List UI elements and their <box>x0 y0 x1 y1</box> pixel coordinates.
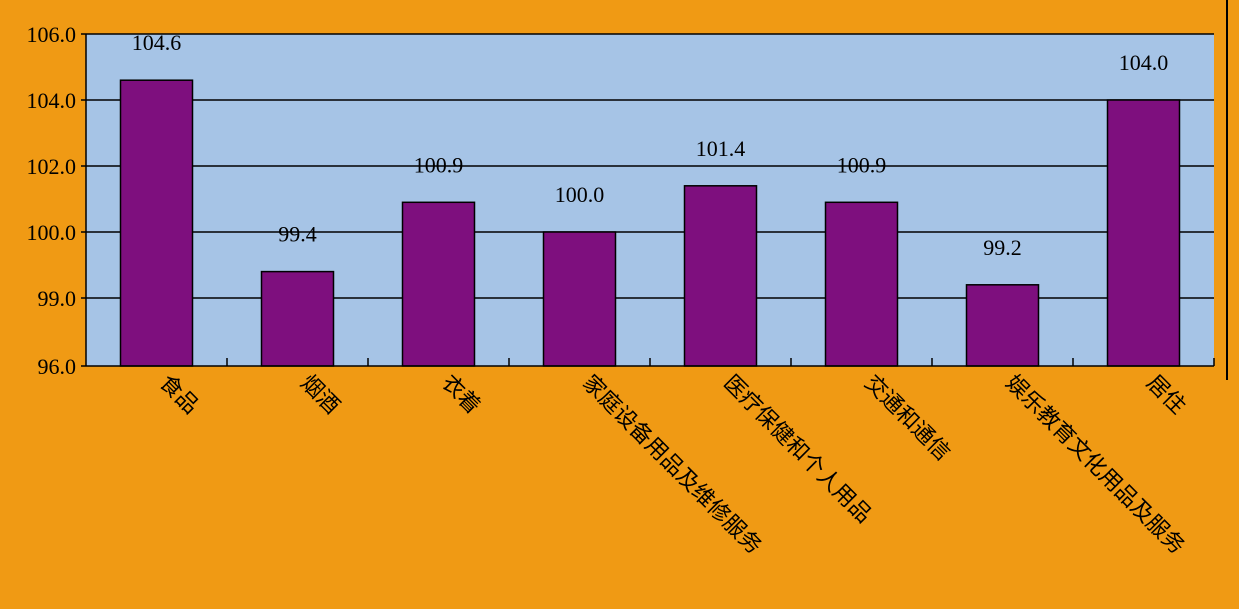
data-label: 104.6 <box>132 30 182 55</box>
data-label: 99.4 <box>278 222 317 247</box>
y-tick-label: 106.0 <box>27 22 77 47</box>
bar <box>119 79 194 367</box>
plot-area <box>86 34 1214 366</box>
y-tick-label: 99.0 <box>38 286 77 311</box>
data-label: 101.4 <box>696 136 746 161</box>
bar <box>824 201 899 367</box>
category-label: 衣着 <box>436 371 485 420</box>
category-label: 食品 <box>154 371 203 420</box>
bar <box>965 284 1040 367</box>
data-label: 99.2 <box>983 235 1022 260</box>
category-label: 烟酒 <box>295 371 344 420</box>
bar <box>401 201 476 367</box>
bar <box>683 185 758 367</box>
bar <box>1106 99 1181 367</box>
bar <box>542 231 617 367</box>
category-label: 交通和通信 <box>859 371 954 466</box>
y-tick-label: 96.0 <box>38 354 77 379</box>
y-tick-label: 104.0 <box>27 88 77 113</box>
y-tick-label: 102.0 <box>27 154 77 179</box>
data-label: 100.0 <box>555 182 605 207</box>
data-labels: 104.6 99.4 100.9 100.0 101.4 100.9 99.2 104.0 <box>132 30 1169 260</box>
data-label: 100.9 <box>837 152 887 177</box>
bars <box>119 79 1181 367</box>
data-label: 104.0 <box>1119 50 1169 75</box>
y-tick-labels: 106.0 104.0 102.0 100.0 99.0 96.0 <box>27 22 77 379</box>
category-label: 居住 <box>1141 371 1190 420</box>
category-label: 医疗保健和个人用品 <box>718 371 876 529</box>
y-tick-label: 100.0 <box>27 220 77 245</box>
data-label: 100.9 <box>414 152 464 177</box>
axes <box>85 0 1228 380</box>
bar <box>260 270 335 367</box>
